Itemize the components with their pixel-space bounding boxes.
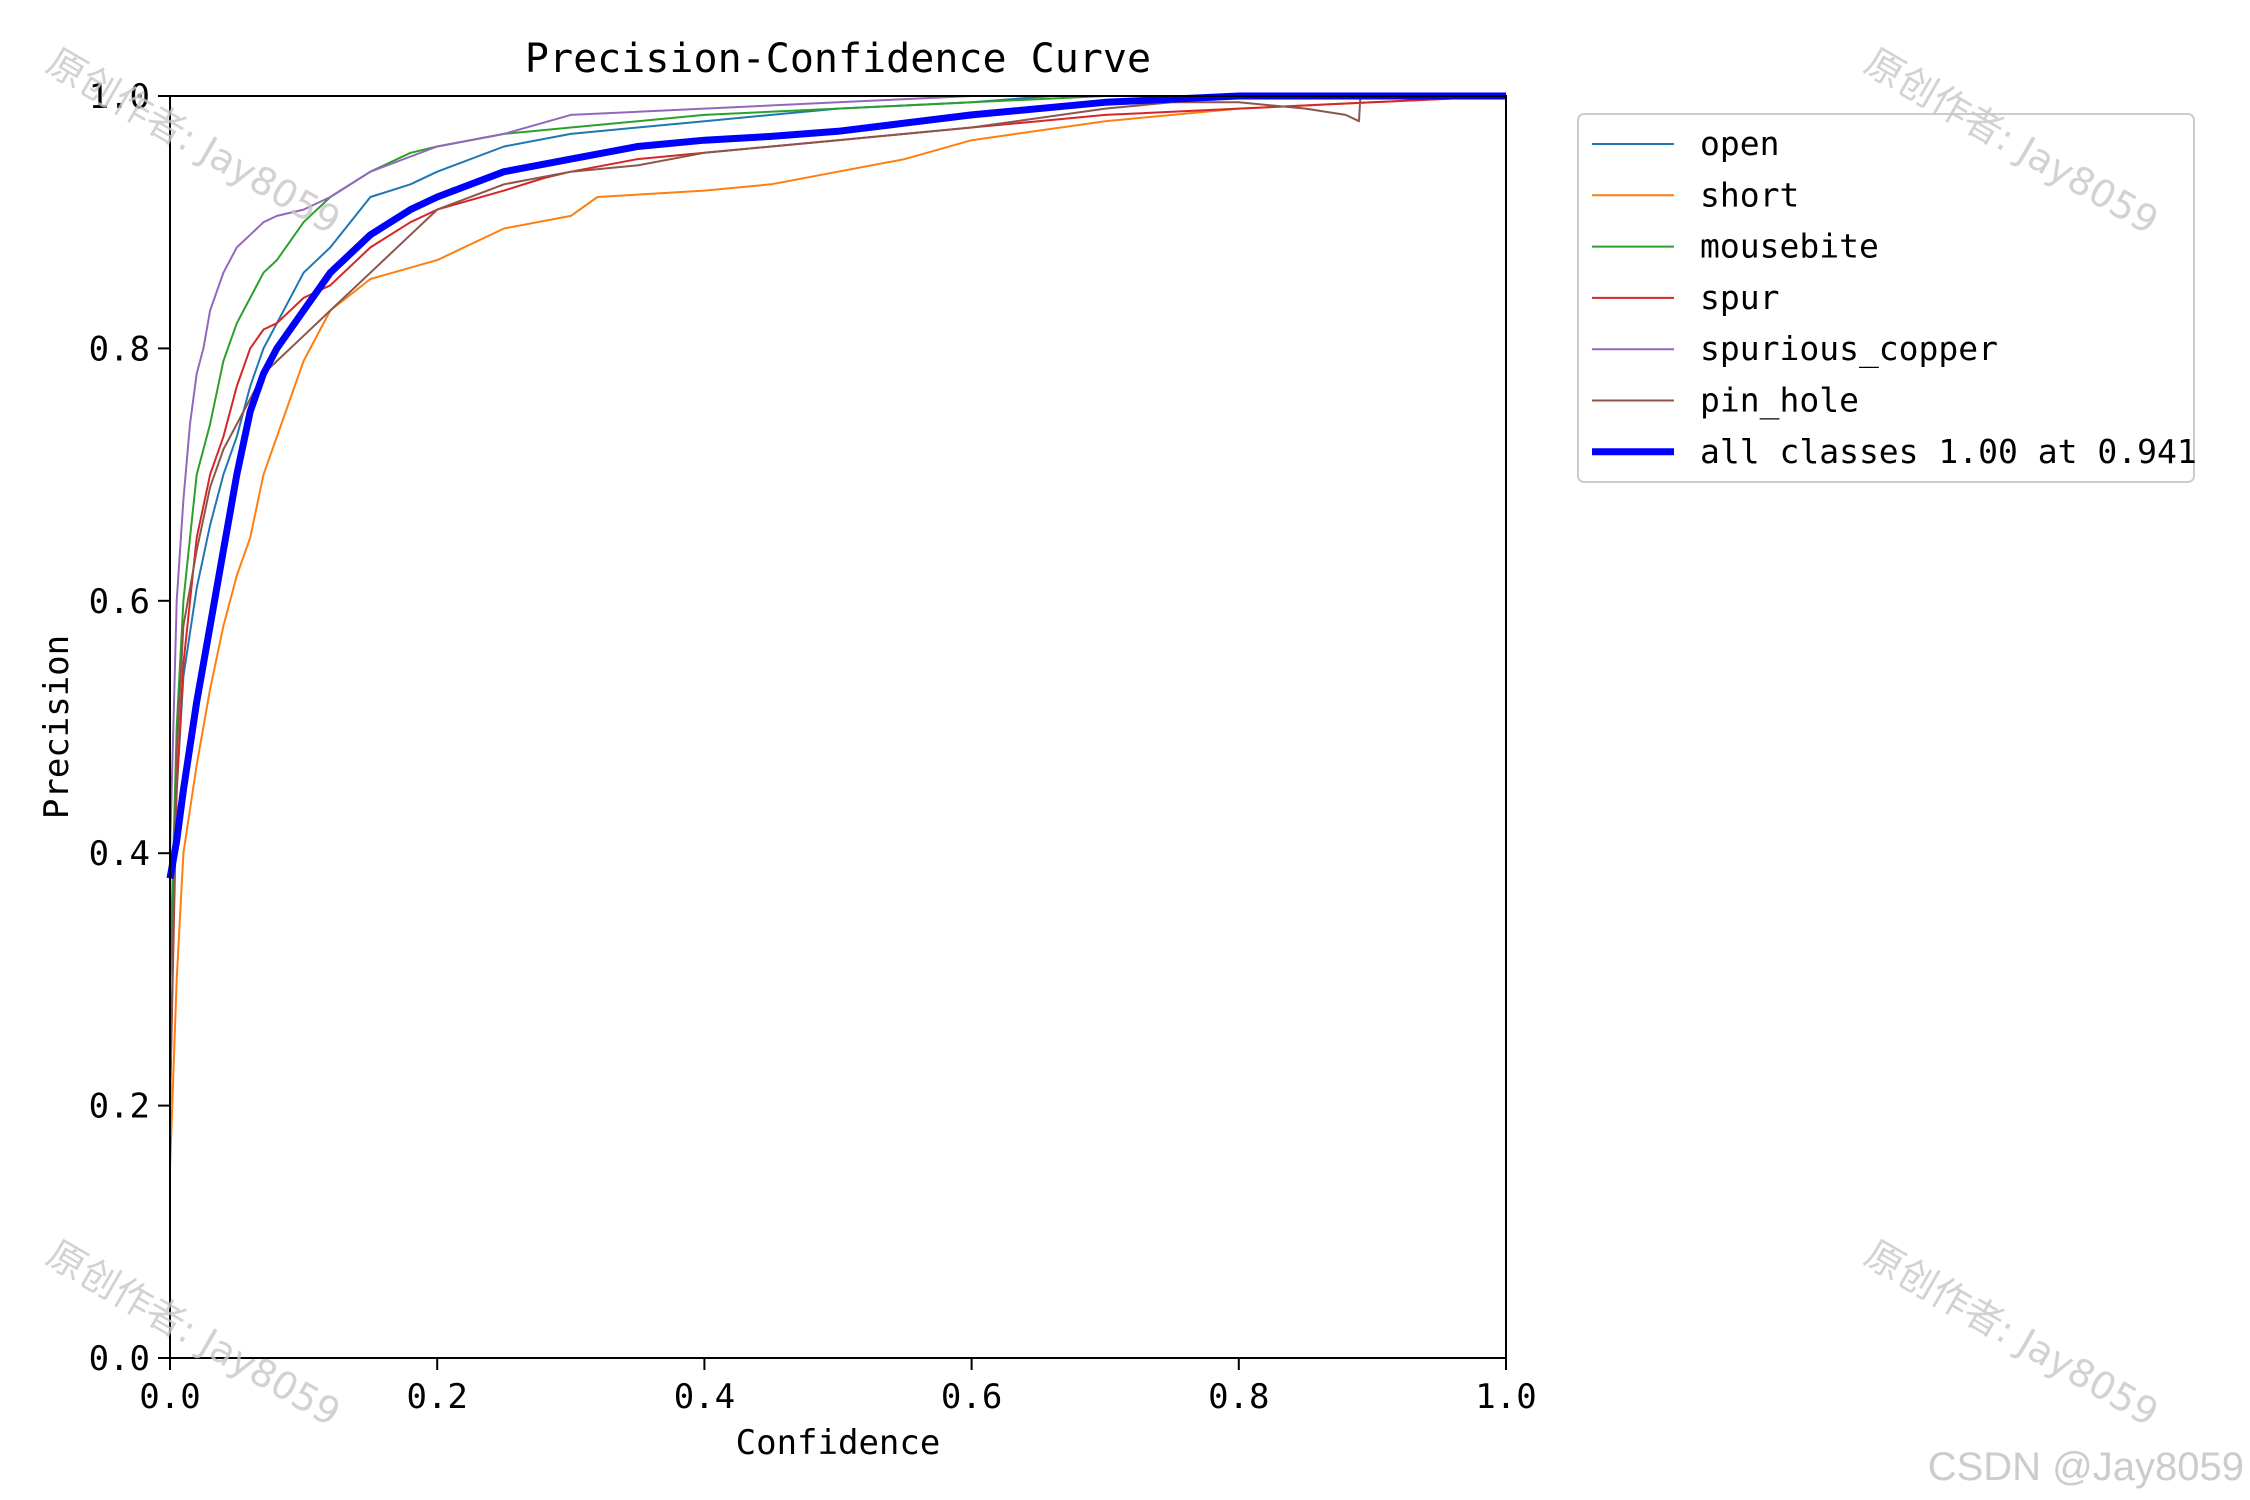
legend: open short mousebite spur spurious_copperpin… — [1577, 113, 2197, 483]
x-axis-title: Confidence — [736, 1423, 941, 1463]
csdn-credit: CSDN @Jay8059 — [1928, 1445, 2244, 1489]
y-tick-label: 0.2 — [89, 1087, 150, 1127]
x-tick-label: 0.2 — [406, 1377, 467, 1417]
x-tick-label: 0.6 — [941, 1377, 1002, 1417]
series-line-short — [169, 95, 1507, 1169]
legend-label: mousebite — [1700, 227, 1879, 266]
series-line-all-classes-1-00-at-0-941 — [166, 92, 1506, 880]
x-axis: 0.0 0.2 0.4 0.6 0.8 1.0 — [139, 1358, 1537, 1417]
plot-lines — [166, 92, 1507, 1169]
series-line-pin-hole — [169, 95, 1506, 1106]
series-line-spurious-copper — [169, 95, 1506, 854]
legend-label: spur — [1700, 278, 1779, 317]
legend-box — [1577, 113, 2195, 483]
legend-label: short — [1700, 175, 1799, 214]
x-tick-label: 1.0 — [1475, 1377, 1536, 1417]
y-tick-label: 0.8 — [89, 329, 150, 369]
y-tick-label: 0.6 — [89, 582, 150, 622]
legend-label: open — [1700, 124, 1779, 163]
y-tick-label: 1.0 — [89, 77, 150, 117]
legend-label: spurious_copper — [1700, 329, 1998, 369]
chart-title: Precision-Confidence Curve — [525, 36, 1151, 82]
legend-label: all classes 1.00 at 0.941 — [1700, 432, 2197, 471]
plot-frame — [169, 95, 1507, 1359]
y-axis-title: Precision — [37, 635, 77, 819]
y-axis: 0.0 0.2 0.4 0.6 0.8 1.0 — [89, 77, 170, 1379]
y-tick-label: 0.0 — [89, 1339, 150, 1379]
x-tick-label: 0.0 — [139, 1377, 200, 1417]
x-tick-label: 0.8 — [1208, 1377, 1269, 1417]
x-tick-label: 0.4 — [674, 1377, 735, 1417]
y-tick-label: 0.4 — [89, 834, 150, 874]
legend-label: pin_hole — [1700, 381, 1859, 421]
